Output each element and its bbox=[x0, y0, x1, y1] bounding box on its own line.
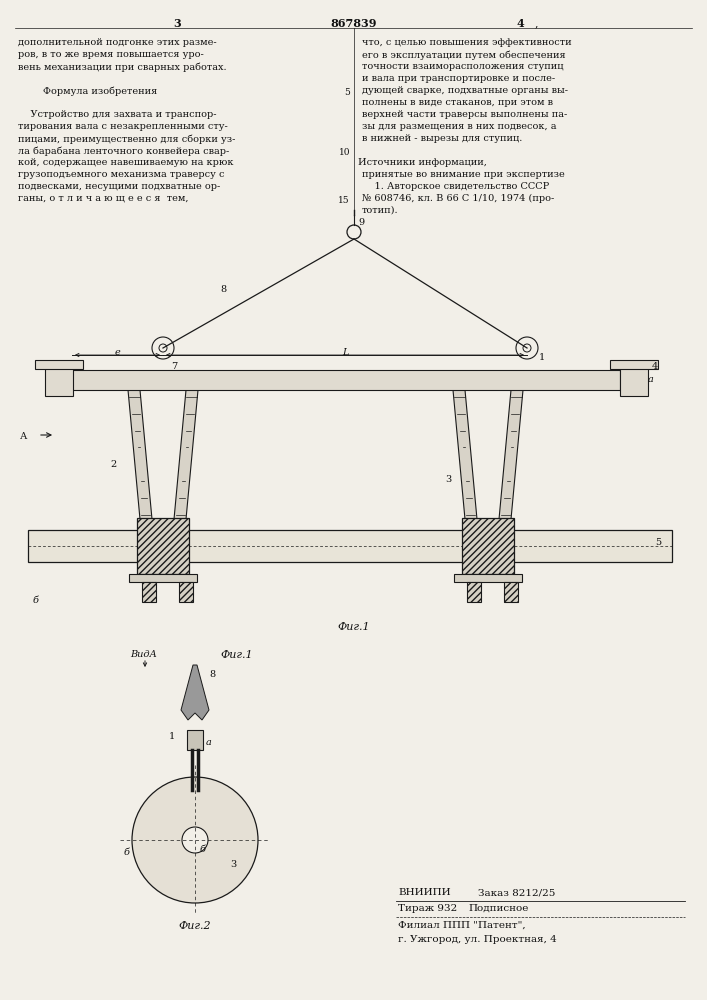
Text: Фиг.1: Фиг.1 bbox=[220, 650, 252, 660]
Text: a: a bbox=[206, 738, 212, 747]
Bar bbox=[620, 364, 648, 396]
Circle shape bbox=[152, 337, 174, 359]
Bar bbox=[129, 574, 197, 582]
Text: вень механизации при сварных работах.: вень механизации при сварных работах. bbox=[18, 62, 227, 72]
Text: Фиг.2: Фиг.2 bbox=[179, 921, 211, 931]
Text: зы для размещения в них подвесок, а: зы для размещения в них подвесок, а bbox=[362, 122, 556, 131]
Text: 10: 10 bbox=[339, 148, 350, 157]
Text: 867839: 867839 bbox=[331, 18, 378, 29]
Text: 1. Авторское свидетельство СССР: 1. Авторское свидетельство СССР bbox=[362, 182, 549, 191]
Text: и вала при транспортировке и после-: и вала при транспортировке и после- bbox=[362, 74, 555, 83]
Text: Источники информации,: Источники информации, bbox=[358, 158, 486, 167]
Text: № 608746, кл. В 66 С 1/10, 1974 (про-: № 608746, кл. В 66 С 1/10, 1974 (про- bbox=[362, 194, 554, 203]
Circle shape bbox=[182, 827, 208, 853]
Text: Тираж 932: Тираж 932 bbox=[398, 904, 457, 913]
Text: L: L bbox=[341, 348, 349, 357]
Text: 3: 3 bbox=[445, 475, 451, 484]
Text: тотип).: тотип). bbox=[362, 206, 399, 215]
Text: Формула изобретения: Формула изобретения bbox=[43, 86, 157, 96]
Text: 1: 1 bbox=[539, 353, 545, 362]
Text: 7: 7 bbox=[171, 362, 177, 371]
Bar bbox=[137, 518, 189, 574]
Text: Заказ 8212/25: Заказ 8212/25 bbox=[478, 888, 556, 897]
Text: б: б bbox=[124, 848, 130, 857]
Polygon shape bbox=[498, 390, 523, 530]
Polygon shape bbox=[453, 390, 478, 530]
Text: А: А bbox=[20, 432, 28, 441]
Polygon shape bbox=[181, 665, 209, 720]
Bar bbox=[142, 582, 156, 602]
Text: тирования вала с незакрепленными сту-: тирования вала с незакрепленными сту- bbox=[18, 122, 228, 131]
Text: 9: 9 bbox=[358, 218, 364, 227]
Text: верхней части траверсы выполнены па-: верхней части траверсы выполнены па- bbox=[362, 110, 567, 119]
Text: 5: 5 bbox=[344, 88, 350, 97]
Bar bbox=[504, 582, 518, 602]
Bar bbox=[179, 582, 193, 602]
Text: 4: 4 bbox=[652, 362, 658, 371]
Text: Филиал ППП "Патент",: Филиал ППП "Патент", bbox=[398, 921, 525, 930]
Text: Фиг.1: Фиг.1 bbox=[338, 622, 370, 632]
Text: 1: 1 bbox=[169, 732, 175, 741]
Text: дующей сварке, подхватные органы вы-: дующей сварке, подхватные органы вы- bbox=[362, 86, 568, 95]
Text: 3: 3 bbox=[173, 18, 181, 29]
Text: подвесками, несущими подхватные ор-: подвесками, несущими подхватные ор- bbox=[18, 182, 221, 191]
Bar bbox=[454, 574, 522, 582]
Text: полнены в виде стаканов, при этом в: полнены в виде стаканов, при этом в bbox=[362, 98, 553, 107]
Text: б: б bbox=[33, 596, 39, 605]
Polygon shape bbox=[128, 390, 153, 530]
Circle shape bbox=[516, 337, 538, 359]
Text: 4: 4 bbox=[516, 18, 524, 29]
Text: ВидА: ВидА bbox=[130, 650, 157, 659]
Text: 15: 15 bbox=[339, 196, 350, 205]
Text: принятые во внимание при экспертизе: принятые во внимание при экспертизе bbox=[362, 170, 565, 179]
Text: ВНИИПИ: ВНИИПИ bbox=[398, 888, 450, 897]
Text: 8: 8 bbox=[220, 285, 226, 294]
Text: грузоподъемного механизма траверсу с: грузоподъемного механизма траверсу с bbox=[18, 170, 225, 179]
Text: его в эксплуатации путем обеспечения: его в эксплуатации путем обеспечения bbox=[362, 50, 566, 60]
Bar bbox=[467, 582, 481, 602]
Bar bbox=[187, 730, 203, 750]
Bar bbox=[462, 518, 514, 574]
Circle shape bbox=[132, 777, 258, 903]
Text: г. Ужгород, ул. Проектная, 4: г. Ужгород, ул. Проектная, 4 bbox=[398, 935, 556, 944]
Text: 8: 8 bbox=[209, 670, 215, 679]
Text: 2: 2 bbox=[110, 460, 116, 469]
Text: ,: , bbox=[535, 18, 539, 28]
Text: a: a bbox=[648, 375, 654, 384]
Text: б: б bbox=[200, 845, 206, 854]
Bar bbox=[28, 530, 672, 562]
Text: что, с целью повышения эффективности: что, с целью повышения эффективности bbox=[362, 38, 572, 47]
Bar bbox=[72, 370, 620, 390]
Text: ров, в то же время повышается уро-: ров, в то же время повышается уро- bbox=[18, 50, 204, 59]
Text: в нижней - вырезы для ступиц.: в нижней - вырезы для ступиц. bbox=[362, 134, 522, 143]
Text: ганы, о т л и ч а ю щ е е с я  тем,: ганы, о т л и ч а ю щ е е с я тем, bbox=[18, 194, 189, 203]
Text: 3: 3 bbox=[230, 860, 236, 869]
Bar bbox=[610, 360, 658, 369]
Polygon shape bbox=[173, 390, 198, 530]
Bar bbox=[45, 364, 73, 396]
Text: пицами, преимущественно для сборки уз-: пицами, преимущественно для сборки уз- bbox=[18, 134, 235, 143]
Bar bbox=[35, 360, 83, 369]
Text: кой, содержащее навешиваемую на крюк: кой, содержащее навешиваемую на крюк bbox=[18, 158, 233, 167]
Text: e: e bbox=[114, 348, 120, 357]
Text: точности взаиморасположения ступиц: точности взаиморасположения ступиц bbox=[362, 62, 563, 71]
Text: ла барабана ленточного конвейера свар-: ла барабана ленточного конвейера свар- bbox=[18, 146, 229, 155]
Text: Устройство для захвата и транспор-: Устройство для захвата и транспор- bbox=[18, 110, 216, 119]
Text: 5: 5 bbox=[655, 538, 661, 547]
Text: Подписное: Подписное bbox=[468, 904, 528, 913]
Text: дополнительной подгонке этих разме-: дополнительной подгонке этих разме- bbox=[18, 38, 216, 47]
